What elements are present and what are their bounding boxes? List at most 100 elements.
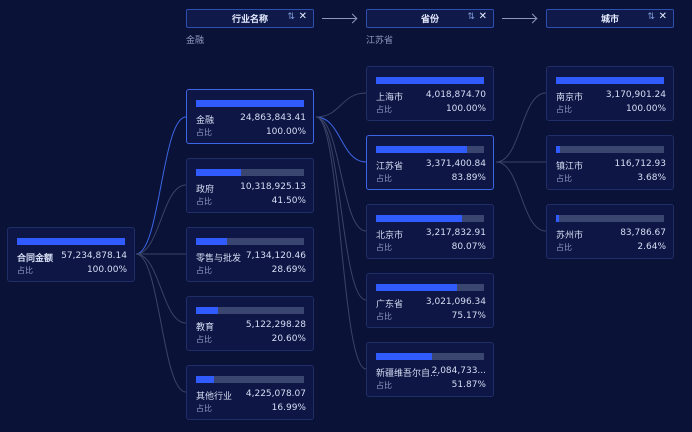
- link: [315, 116, 367, 301]
- ratio-bar: [196, 307, 304, 314]
- header-province[interactable]: 省份 ⇅ ✕: [366, 9, 494, 28]
- city-card[interactable]: 南京市 3,170,901.24 占比 100.00%: [546, 66, 674, 121]
- ratio-label: 占比: [376, 312, 392, 321]
- ratio-label: 占比: [196, 266, 212, 275]
- ratio-value: 100.00%: [86, 265, 127, 275]
- industry-card[interactable]: 金融 24,863,843.41 占比 100.00%: [186, 89, 314, 144]
- close-icon[interactable]: ✕: [298, 11, 307, 22]
- link: [135, 184, 187, 255]
- ratio-value: 80.07%: [451, 242, 486, 252]
- node-value: 3,217,832.91: [425, 228, 486, 238]
- node-name: 苏州市: [556, 231, 584, 241]
- ratio-label: 占比: [196, 335, 212, 344]
- province-card[interactable]: 广东省 3,021,096.34 占比 75.17%: [366, 273, 494, 328]
- industry-card[interactable]: 零售与批发 7,134,120.46 占比 28.69%: [186, 227, 314, 282]
- ratio-bar: [376, 284, 484, 291]
- ratio-bar-fill: [556, 215, 559, 222]
- header-industry[interactable]: 行业名称 ⇅ ✕: [186, 9, 314, 28]
- industry-card[interactable]: 教育 5,122,298.28 占比 20.60%: [186, 296, 314, 351]
- node-name: 教育: [196, 323, 215, 333]
- sort-icon[interactable]: ⇅: [467, 12, 475, 22]
- node-name: 新疆维吾尔自...: [376, 369, 439, 379]
- link: [315, 116, 367, 232]
- root-card[interactable]: 合同金额 57,234,878.14 占比 100.00%: [7, 227, 135, 282]
- node-value: 83,786.67: [620, 228, 666, 238]
- ratio-label: 占比: [556, 243, 572, 252]
- ratio-bar: [376, 353, 484, 360]
- ratio-bar-fill: [556, 77, 664, 84]
- node-name: 金融: [196, 116, 215, 126]
- node-value: 24,863,843.41: [240, 113, 306, 123]
- node-name: 合同金额: [17, 254, 54, 264]
- sort-icon[interactable]: ⇅: [287, 12, 295, 22]
- node-value: 2,084,733...: [431, 366, 486, 376]
- ratio-value: 83.89%: [451, 173, 486, 183]
- ratio-value: 100.00%: [625, 104, 666, 114]
- ratio-value: 2.64%: [637, 242, 666, 252]
- node-value: 7,134,120.46: [245, 251, 306, 261]
- node-value: 5,122,298.28: [245, 320, 306, 330]
- link: [135, 253, 187, 324]
- province-card[interactable]: 江苏省 3,371,400.84 占比 83.89%: [366, 135, 494, 190]
- ratio-bar-fill: [196, 100, 304, 107]
- link: [495, 161, 547, 232]
- ratio-bar-fill: [196, 238, 227, 245]
- province-card[interactable]: 新疆维吾尔自... 2,084,733... 占比 51.87%: [366, 342, 494, 397]
- node-name: 政府: [196, 185, 215, 195]
- industry-filter-value: 金融: [186, 36, 205, 46]
- ratio-label: 占比: [376, 105, 392, 114]
- ratio-value: 28.69%: [271, 265, 306, 275]
- node-name: 零售与批发: [196, 254, 242, 264]
- province-card[interactable]: 上海市 4,018,874.70 占比 100.00%: [366, 66, 494, 121]
- ratio-bar-fill: [376, 77, 484, 84]
- ratio-label: 占比: [556, 105, 572, 114]
- node-name: 北京市: [376, 231, 404, 241]
- ratio-bar: [196, 238, 304, 245]
- node-name: 广东省: [376, 300, 404, 310]
- ratio-value: 16.99%: [271, 403, 306, 413]
- node-name: 南京市: [556, 93, 584, 103]
- node-name: 其他行业: [196, 392, 233, 402]
- ratio-bar-fill: [196, 169, 241, 176]
- province-card[interactable]: 北京市 3,217,832.91 占比 80.07%: [366, 204, 494, 259]
- close-icon[interactable]: ✕: [478, 11, 487, 22]
- ratio-value: 3.68%: [637, 173, 666, 183]
- sort-icon[interactable]: ⇅: [647, 12, 655, 22]
- close-icon[interactable]: ✕: [658, 11, 667, 22]
- industry-card[interactable]: 其他行业 4,225,078.07 占比 16.99%: [186, 365, 314, 420]
- ratio-label: 占比: [556, 174, 572, 183]
- ratio-bar: [196, 376, 304, 383]
- ratio-bar: [556, 215, 664, 222]
- header-city-title: 城市: [600, 15, 619, 25]
- city-card[interactable]: 苏州市 83,786.67 占比 2.64%: [546, 204, 674, 259]
- ratio-bar: [17, 238, 125, 245]
- ratio-value: 51.87%: [451, 380, 486, 390]
- ratio-bar: [376, 146, 484, 153]
- ratio-value: 75.17%: [451, 311, 486, 321]
- node-value: 57,234,878.14: [61, 251, 127, 261]
- industry-card[interactable]: 政府 10,318,925.13 占比 41.50%: [186, 158, 314, 213]
- ratio-value: 41.50%: [271, 196, 306, 206]
- ratio-value: 100.00%: [445, 104, 486, 114]
- node-value: 4,225,078.07: [245, 389, 306, 399]
- province-filter-value: 江苏省: [366, 36, 394, 46]
- link: [135, 116, 187, 255]
- link: [135, 253, 187, 393]
- ratio-bar-fill: [196, 376, 215, 383]
- node-value: 3,021,096.34: [425, 297, 486, 307]
- node-value: 116,712.93: [614, 159, 666, 169]
- header-city[interactable]: 城市 ⇅ ✕: [546, 9, 674, 28]
- link: [495, 92, 547, 163]
- node-value: 3,371,400.84: [425, 159, 486, 169]
- ratio-bar: [556, 77, 664, 84]
- ratio-bar: [376, 215, 484, 222]
- ratio-bar-fill: [376, 284, 458, 291]
- node-name: 上海市: [376, 93, 404, 103]
- node-name: 镇江市: [556, 162, 584, 172]
- ratio-bar-fill: [196, 307, 219, 314]
- ratio-label: 占比: [376, 243, 392, 252]
- link: [315, 116, 367, 370]
- ratio-label: 占比: [376, 381, 392, 390]
- ratio-label: 占比: [17, 266, 33, 275]
- city-card[interactable]: 镇江市 116,712.93 占比 3.68%: [546, 135, 674, 190]
